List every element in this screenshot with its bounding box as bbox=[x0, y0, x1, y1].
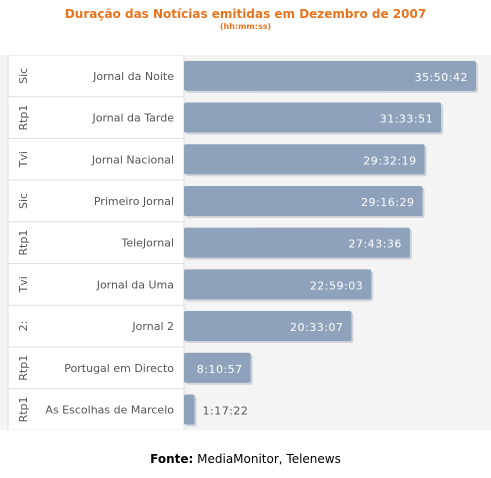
channel-label: Rtp1 bbox=[17, 355, 30, 381]
bar bbox=[184, 394, 195, 425]
data-label: 29:16:29 bbox=[361, 196, 414, 209]
category-label: Primeiro Jornal bbox=[94, 195, 174, 208]
bar bbox=[184, 60, 476, 91]
source-label: Fonte: bbox=[150, 452, 194, 466]
data-label: 1:17:22 bbox=[203, 404, 249, 417]
channel-label: Rtp1 bbox=[17, 105, 30, 131]
channel-label: 2: bbox=[17, 321, 30, 332]
source-note: Fonte: MediaMonitor, Telenews bbox=[0, 452, 491, 466]
data-label: 29:32:19 bbox=[363, 154, 416, 167]
category-label: Portugal em Directo bbox=[64, 362, 174, 375]
source-text: MediaMonitor, Telenews bbox=[197, 452, 341, 466]
category-label: TeleJornal bbox=[120, 237, 174, 250]
data-label: 31:33:51 bbox=[380, 113, 433, 126]
category-label: As Escolhas de Marcelo bbox=[45, 403, 174, 416]
bar bbox=[184, 311, 352, 342]
category-label: Jornal da Tarde bbox=[91, 112, 174, 125]
bar bbox=[184, 102, 442, 133]
chart-subtitle: (hh:mm:ss) bbox=[219, 22, 272, 31]
data-label: 35:50:42 bbox=[415, 71, 468, 84]
chart-area: Sic Jornal da Noite 35:50:42 Rtp1 Jornal da … bbox=[0, 55, 491, 430]
bar-chart: Sic Jornal da Noite 35:50:42 Rtp1 Jornal da … bbox=[7, 55, 478, 430]
channel-label: Rtp1 bbox=[17, 230, 30, 256]
data-label: 8:10:57 bbox=[197, 363, 243, 376]
chart-title: Duração das Notícias emitidas em Dezembr… bbox=[64, 7, 427, 21]
data-label: 22:59:03 bbox=[310, 279, 363, 292]
channel-label: Sic bbox=[17, 193, 30, 209]
bar bbox=[184, 185, 423, 216]
bar bbox=[184, 352, 251, 383]
channel-label: Tvi bbox=[17, 276, 30, 293]
channel-label: Tvi bbox=[17, 151, 30, 168]
data-label: 20:33:07 bbox=[290, 321, 343, 334]
bar bbox=[184, 227, 410, 258]
label-panel bbox=[7, 55, 185, 430]
category-label: Jornal da Noite bbox=[92, 70, 174, 83]
bar bbox=[184, 269, 372, 300]
category-label: Jornal 2 bbox=[131, 320, 174, 333]
bar bbox=[184, 144, 425, 175]
channel-label: Rtp1 bbox=[17, 396, 30, 422]
data-label: 27:43:36 bbox=[348, 238, 401, 251]
category-label: Jornal Nacional bbox=[91, 153, 174, 166]
channel-label: Sic bbox=[17, 68, 30, 84]
category-label: Jornal da Uma bbox=[96, 278, 174, 291]
